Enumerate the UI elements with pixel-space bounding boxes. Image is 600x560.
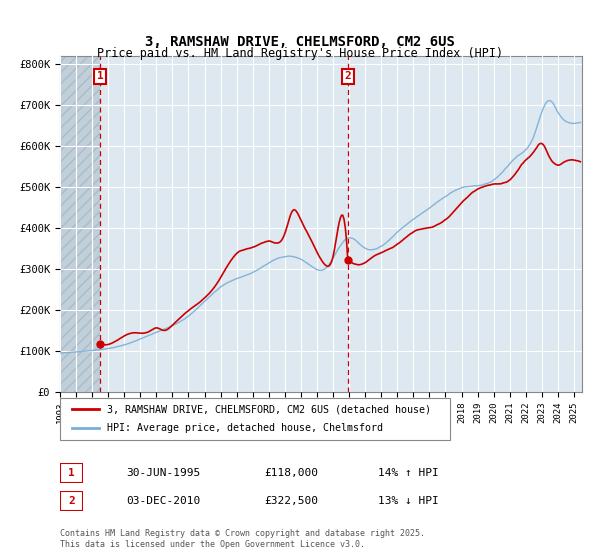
Text: 2: 2 [68,496,75,506]
Text: Price paid vs. HM Land Registry's House Price Index (HPI): Price paid vs. HM Land Registry's House … [97,46,503,60]
FancyBboxPatch shape [60,463,83,483]
Text: £322,500: £322,500 [264,496,318,506]
Text: 30-JUN-1995: 30-JUN-1995 [126,468,200,478]
Text: 03-DEC-2010: 03-DEC-2010 [126,496,200,506]
Text: £118,000: £118,000 [264,468,318,478]
FancyBboxPatch shape [60,398,450,440]
Text: 14% ↑ HPI: 14% ↑ HPI [378,468,439,478]
Text: 13% ↓ HPI: 13% ↓ HPI [378,496,439,506]
Text: 1: 1 [68,468,75,478]
Text: HPI: Average price, detached house, Chelmsford: HPI: Average price, detached house, Chel… [107,423,383,433]
FancyBboxPatch shape [60,491,83,511]
Text: Contains HM Land Registry data © Crown copyright and database right 2025.
This d: Contains HM Land Registry data © Crown c… [60,529,425,549]
Text: 3, RAMSHAW DRIVE, CHELMSFORD, CM2 6US (detached house): 3, RAMSHAW DRIVE, CHELMSFORD, CM2 6US (d… [107,404,431,414]
Bar [60,56,100,392]
Text: 1: 1 [97,72,104,82]
Text: 2: 2 [344,72,351,82]
Text: 3, RAMSHAW DRIVE, CHELMSFORD, CM2 6US: 3, RAMSHAW DRIVE, CHELMSFORD, CM2 6US [145,35,455,49]
